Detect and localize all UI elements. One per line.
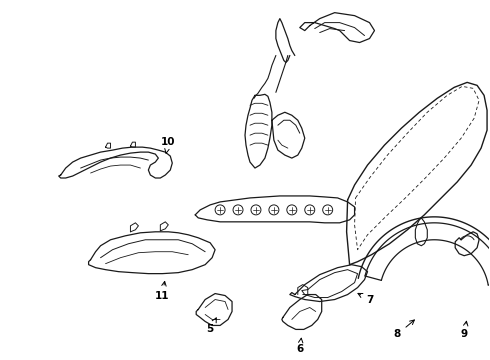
Text: 10: 10 bbox=[161, 137, 175, 153]
Text: 4: 4 bbox=[0, 359, 1, 360]
Text: 7: 7 bbox=[358, 293, 373, 305]
Text: 9: 9 bbox=[461, 321, 468, 339]
Text: 1: 1 bbox=[0, 359, 1, 360]
Text: 3: 3 bbox=[0, 359, 1, 360]
Text: 11: 11 bbox=[155, 282, 170, 301]
Text: 5: 5 bbox=[206, 318, 216, 334]
Text: 2: 2 bbox=[0, 359, 1, 360]
Text: 6: 6 bbox=[296, 338, 303, 354]
Text: 8: 8 bbox=[394, 320, 415, 339]
